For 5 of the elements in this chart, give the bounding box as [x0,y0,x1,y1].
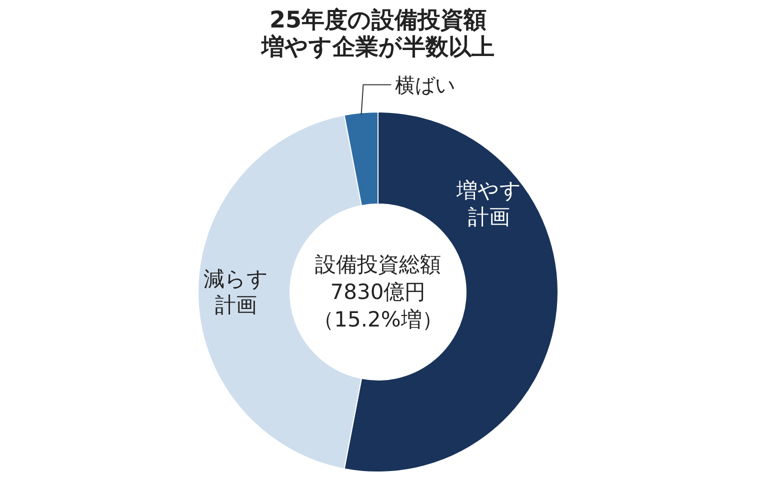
slice-label: 増やす計画 [456,178,522,229]
slice-label: 減らす計画 [204,266,268,318]
chart-title: 25年度の設備投資額増やす企業が半数以上 [260,6,494,60]
text: 設備投資総額7830億円（15.2%増） [313,252,443,332]
slice-label: 横ばい [395,72,456,97]
